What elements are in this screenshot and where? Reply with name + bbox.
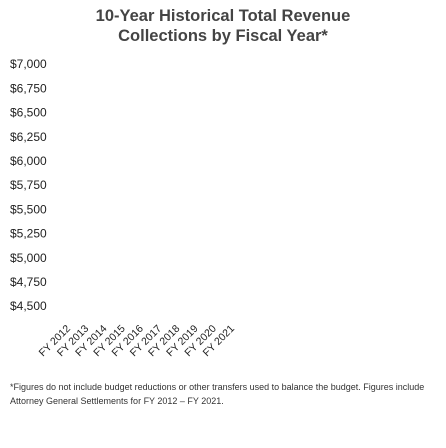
chart-footnote: *Figures do not include budget reduction… <box>10 382 425 406</box>
y-tick-label: $4,750 <box>10 275 47 289</box>
y-tick-label: $4,500 <box>10 299 47 313</box>
chart-title-line-2: Collections by Fiscal Year* <box>118 27 328 45</box>
y-tick-label: $6,250 <box>10 130 47 144</box>
y-tick-label: $5,750 <box>10 178 47 192</box>
y-tick-label: $5,000 <box>10 251 47 265</box>
y-tick-label: $6,500 <box>10 106 47 120</box>
y-tick-label: $6,000 <box>10 154 47 168</box>
y-tick-label: $6,750 <box>10 81 47 95</box>
chart-title-line-1: 10-Year Historical Total Revenue <box>95 7 351 25</box>
y-axis: $7,000 $6,750 $6,500 $6,250 $6,000 $5,750 $5,5… <box>10 57 47 313</box>
y-tick-label: $5,250 <box>10 227 47 241</box>
y-tick-label: $7,000 <box>10 57 47 71</box>
y-tick-label: $5,500 <box>10 202 47 216</box>
